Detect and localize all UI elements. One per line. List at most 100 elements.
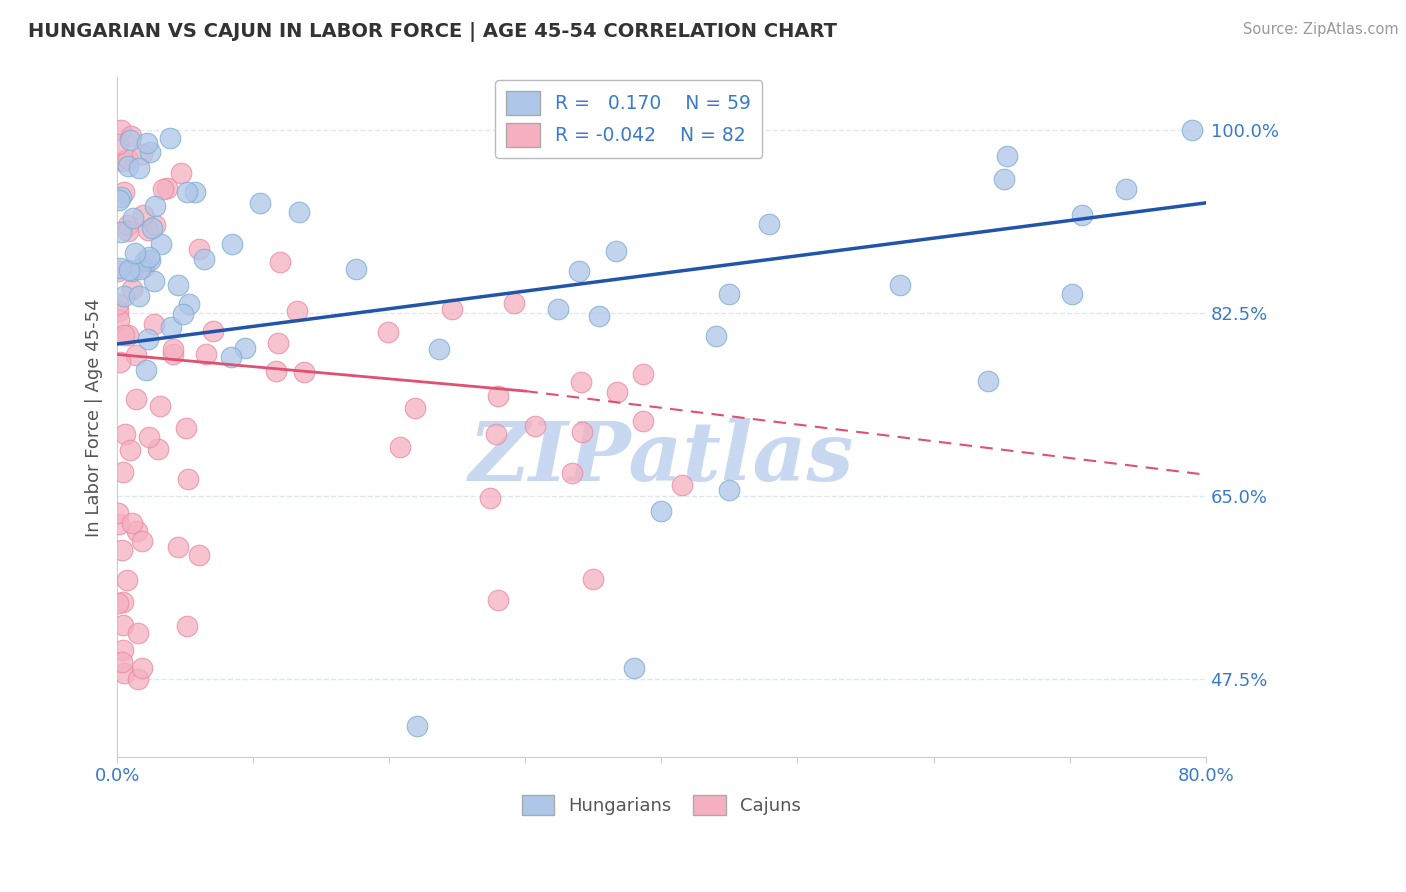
Point <box>977 374 1000 388</box>
Point <box>1070 208 1092 222</box>
Point <box>167 278 190 293</box>
Point <box>993 172 1015 186</box>
Point <box>121 282 143 296</box>
Point <box>143 274 166 288</box>
Point <box>136 223 159 237</box>
Point <box>128 161 150 175</box>
Point <box>486 389 509 403</box>
Point <box>344 262 367 277</box>
Y-axis label: In Labor Force | Age 45-54: In Labor Force | Age 45-54 <box>86 298 103 536</box>
Point <box>121 516 143 531</box>
Point <box>249 195 271 210</box>
Point <box>704 328 727 343</box>
Point <box>177 472 200 486</box>
Point <box>292 365 315 379</box>
Point <box>162 347 184 361</box>
Point <box>110 190 132 204</box>
Point <box>107 137 129 152</box>
Point <box>112 666 135 681</box>
Point <box>139 145 162 160</box>
Point <box>127 672 149 686</box>
Point <box>582 572 605 586</box>
Point <box>125 524 148 538</box>
Point <box>110 122 132 136</box>
Point <box>889 277 911 292</box>
Point <box>112 328 135 343</box>
Point <box>187 548 209 562</box>
Point <box>1115 182 1137 196</box>
Point <box>149 399 172 413</box>
Text: ZIPatlas: ZIPatlas <box>468 418 855 498</box>
Point <box>110 542 132 557</box>
Point <box>141 220 163 235</box>
Point <box>170 165 193 179</box>
Point <box>143 199 166 213</box>
Point <box>107 297 129 311</box>
Point <box>486 593 509 607</box>
Point <box>118 133 141 147</box>
Point <box>561 466 583 480</box>
Point <box>569 375 592 389</box>
Point <box>149 237 172 252</box>
Legend: Hungarians, Cajuns: Hungarians, Cajuns <box>515 788 808 822</box>
Point <box>115 573 138 587</box>
Point <box>131 147 153 161</box>
Point <box>1060 287 1083 301</box>
Point <box>605 244 627 258</box>
Point <box>117 159 139 173</box>
Point <box>138 250 160 264</box>
Point <box>138 430 160 444</box>
Point <box>111 595 134 609</box>
Point <box>718 483 741 498</box>
Point <box>131 661 153 675</box>
Point <box>671 478 693 492</box>
Point <box>571 425 593 439</box>
Point <box>125 348 148 362</box>
Point <box>166 541 188 555</box>
Point <box>427 342 450 356</box>
Point <box>404 401 426 416</box>
Point <box>131 533 153 548</box>
Point <box>136 332 159 346</box>
Point <box>631 367 654 381</box>
Point <box>107 517 129 532</box>
Point <box>267 335 290 350</box>
Point <box>117 224 139 238</box>
Point <box>485 427 508 442</box>
Point <box>112 642 135 657</box>
Point <box>502 295 524 310</box>
Point <box>1181 122 1204 136</box>
Point <box>202 324 225 338</box>
Point <box>108 313 131 327</box>
Point <box>176 619 198 633</box>
Point <box>121 264 143 278</box>
Point <box>159 131 181 145</box>
Point <box>107 596 129 610</box>
Point <box>162 343 184 357</box>
Point <box>124 246 146 260</box>
Point <box>221 351 243 365</box>
Point <box>188 242 211 256</box>
Point <box>111 655 134 669</box>
Point <box>377 325 399 339</box>
Point <box>112 289 135 303</box>
Point <box>110 260 132 275</box>
Point <box>111 154 134 169</box>
Point <box>195 346 218 360</box>
Point <box>110 226 132 240</box>
Point <box>107 506 129 520</box>
Point <box>107 193 129 207</box>
Point <box>441 301 464 316</box>
Point <box>128 289 150 303</box>
Point <box>233 341 256 355</box>
Point <box>172 307 194 321</box>
Point <box>997 149 1019 163</box>
Point <box>143 317 166 331</box>
Point <box>547 301 569 316</box>
Point <box>117 218 139 232</box>
Point <box>112 465 135 479</box>
Point <box>122 211 145 225</box>
Point <box>631 414 654 428</box>
Point <box>108 355 131 369</box>
Text: HUNGARIAN VS CAJUN IN LABOR FORCE | AGE 45-54 CORRELATION CHART: HUNGARIAN VS CAJUN IN LABOR FORCE | AGE … <box>28 22 837 42</box>
